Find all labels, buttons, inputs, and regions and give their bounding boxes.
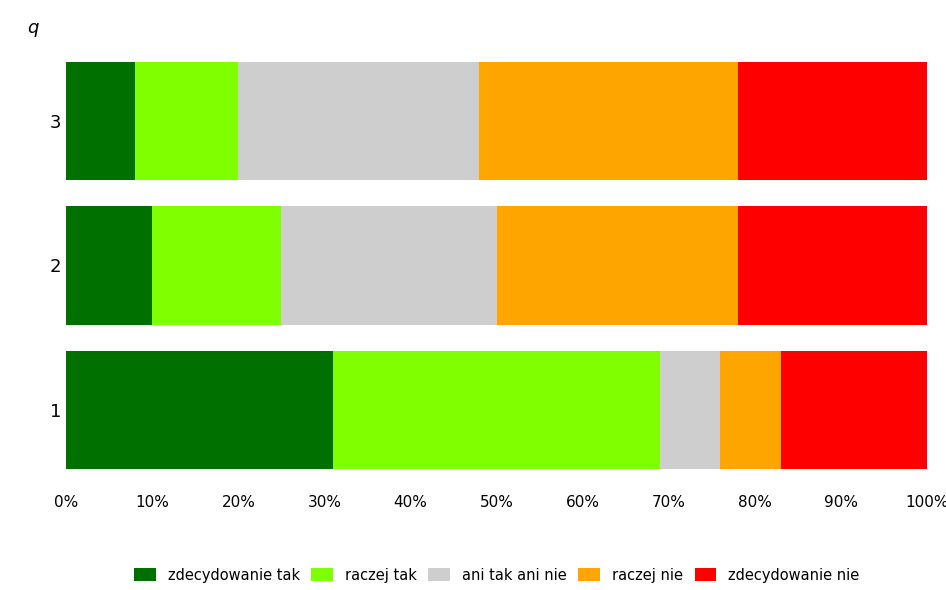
Bar xyxy=(152,206,282,325)
Bar xyxy=(480,61,738,180)
Bar xyxy=(660,351,721,470)
Bar xyxy=(66,61,135,180)
Legend: zdecydowanie tak, raczej tak, ani tak ani nie, raczej nie, zdecydowanie nie: zdecydowanie tak, raczej tak, ani tak an… xyxy=(128,562,866,588)
Bar xyxy=(497,206,738,325)
Text: q: q xyxy=(27,19,39,37)
Bar xyxy=(66,351,333,470)
Bar xyxy=(721,351,780,470)
Bar xyxy=(738,206,927,325)
Bar xyxy=(780,351,927,470)
Bar xyxy=(135,61,238,180)
Bar xyxy=(738,61,927,180)
Bar xyxy=(238,61,480,180)
Bar xyxy=(333,351,660,470)
Bar xyxy=(66,206,152,325)
Bar xyxy=(282,206,497,325)
